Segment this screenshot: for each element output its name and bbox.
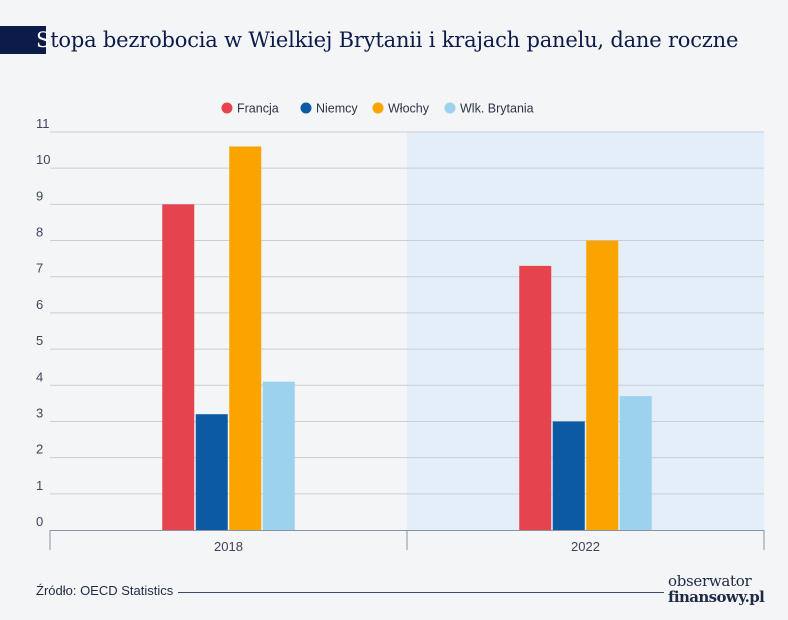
title-first-letter: S xyxy=(36,28,51,52)
y-tick-label: 8 xyxy=(36,225,43,240)
bar xyxy=(552,421,585,530)
legend-marker xyxy=(300,102,312,114)
legend-label: Francja xyxy=(237,102,279,116)
legend-label: Włochy xyxy=(388,102,430,116)
y-tick-label: 4 xyxy=(36,369,43,384)
y-tick-label: 7 xyxy=(36,261,43,276)
source-note: Źródło: OECD Statistics xyxy=(36,583,174,598)
y-tick-label: 1 xyxy=(36,478,43,493)
chart-title: Stopa bezrobocia w Wielkiej Brytanii i k… xyxy=(0,24,738,56)
highlight-band xyxy=(407,132,764,530)
y-tick-label: 6 xyxy=(36,297,43,312)
legend-marker xyxy=(372,102,384,114)
x-tick-label: 2022 xyxy=(571,539,600,554)
bar xyxy=(619,396,652,530)
y-tick-label: 10 xyxy=(36,152,50,167)
legend-marker xyxy=(221,102,233,114)
y-tick-label: 3 xyxy=(36,405,43,420)
bar xyxy=(519,265,552,530)
footer-divider xyxy=(178,592,664,593)
y-tick-label: 5 xyxy=(36,333,43,348)
legend-marker xyxy=(444,102,456,114)
bar xyxy=(162,204,195,530)
legend-label: Wlk. Brytania xyxy=(460,102,534,116)
title-rest: topa bezrobocia w Wielkiej Brytanii i kr… xyxy=(50,28,739,52)
bar-chart: 0 1 2 3 4 5 6 7 8 9 10 11 2018 2022 Francja Niemcy Włoch… xyxy=(36,102,765,554)
logo-line2: finansowy.pl xyxy=(668,588,765,606)
y-tick-label: 9 xyxy=(36,188,43,203)
title-accent-block xyxy=(0,26,46,54)
bar xyxy=(262,381,295,530)
bar xyxy=(195,414,228,530)
y-tick-label: 2 xyxy=(36,442,43,457)
y-tick-label: 11 xyxy=(36,116,50,131)
logo-line1: obserwator xyxy=(668,572,752,590)
y-tick-label: 0 xyxy=(36,514,43,529)
bar xyxy=(586,240,619,530)
title-text: Stopa bezrobocia w Wielkiej Brytanii i k… xyxy=(0,28,738,52)
legend-label: Niemcy xyxy=(316,102,358,116)
x-tick-label: 2018 xyxy=(214,539,243,554)
publisher-logo: obserwator finansowy.pl xyxy=(668,574,768,605)
bar xyxy=(229,146,262,531)
